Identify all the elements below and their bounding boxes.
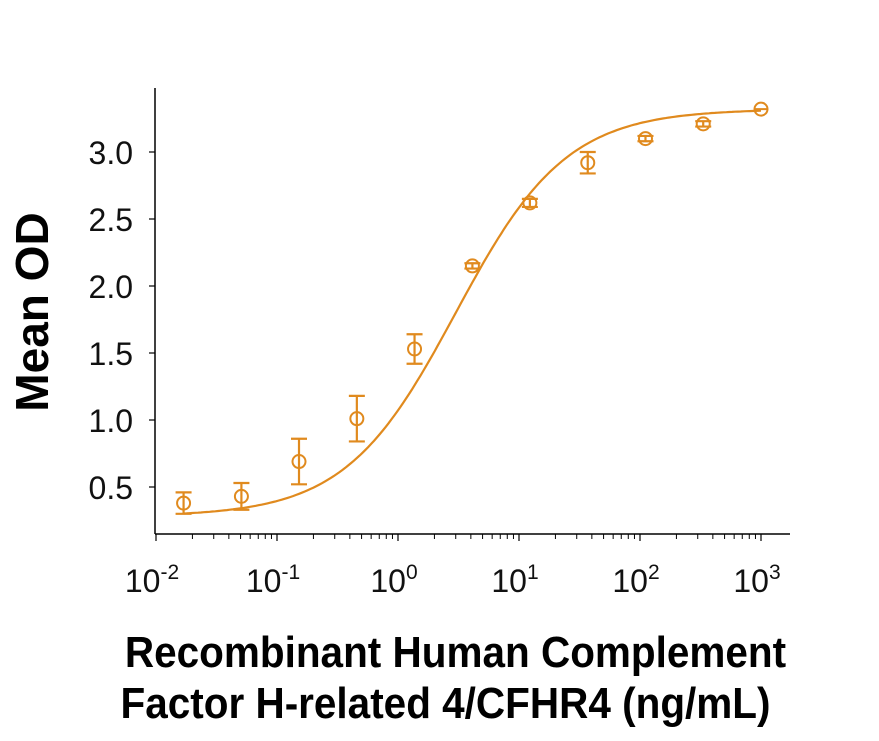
data-point [521,195,538,211]
fit-curve-path [183,109,762,515]
x-tick-label: 102 [612,561,659,599]
marker-circle [580,155,596,171]
marker-circle [637,131,653,147]
marker-circle [349,411,365,427]
fit-curve [183,109,762,515]
data-point [233,481,250,511]
y-tick-label: 1.5 [89,336,133,372]
data-point [348,394,365,443]
y-tick-label: 1.0 [89,403,133,439]
marker-circle [464,258,480,274]
data-point [637,131,654,147]
y-tick-label: 3.0 [89,135,133,171]
x-tick-label: 10-1 [246,561,300,599]
x-tick-label: 10-2 [125,561,179,599]
marker-circle [695,116,711,132]
data-point [753,101,769,117]
x-axis-label-line2: Factor H-related 4/CFHR4 (ng/mL) [120,679,771,728]
data-point [464,258,481,274]
x-tick-label: 103 [733,561,780,599]
marker-circle [522,195,538,211]
y-tick-label: 2.5 [89,202,133,238]
marker-circle [753,101,769,117]
y-tick-label: 2.0 [89,269,133,305]
data-point [291,437,308,486]
y-axis-label: Mean OD [0,0,70,520]
x-axis-label-line1: Recombinant Human Complement [124,628,787,677]
x-tick-label: 100 [370,561,417,599]
data-point [579,150,596,175]
data-points [175,101,769,515]
axes: 0.5 1.0 1.5 2.0 2.5 3.0 10-2 10-1 100 101 102 103 [89,88,790,599]
marker-circle [407,341,423,357]
marker-circle [176,495,192,511]
x-tick-label: 101 [491,561,538,599]
y-axis-label-text: Mean OD [6,212,58,412]
y-tick-label: 0.5 [89,470,133,506]
data-point [175,491,192,515]
marker-circle [291,454,307,470]
marker-circle [233,488,249,504]
data-point [406,333,423,365]
data-point [695,116,712,132]
